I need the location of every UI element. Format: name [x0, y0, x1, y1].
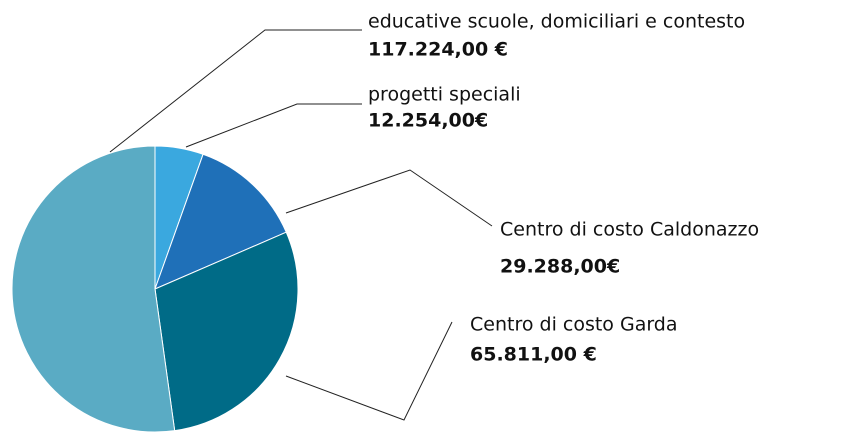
slice-label: progetti speciali: [368, 84, 521, 106]
leader-line: [285, 321, 453, 421]
slice-value: 65.811,00 €: [470, 344, 597, 366]
pie-slice: [154, 153, 287, 290]
pie-slice: [11, 145, 176, 433]
slice-label: educative scuole, domiciliari e contesto: [368, 11, 745, 33]
leader-line: [185, 103, 362, 148]
slice-value: 29.288,00€: [500, 256, 620, 278]
pie-slice: [154, 231, 299, 432]
slice-value: 117.224,00 €: [368, 39, 508, 61]
leader-line: [285, 169, 493, 227]
slice-value: 12.254,00€: [368, 110, 488, 132]
leader-lines: [109, 29, 493, 421]
leader-line: [109, 29, 362, 153]
slice-label: Centro di costo Caldonazzo: [500, 219, 759, 241]
slice-label: Centro di costo Garda: [470, 314, 678, 336]
